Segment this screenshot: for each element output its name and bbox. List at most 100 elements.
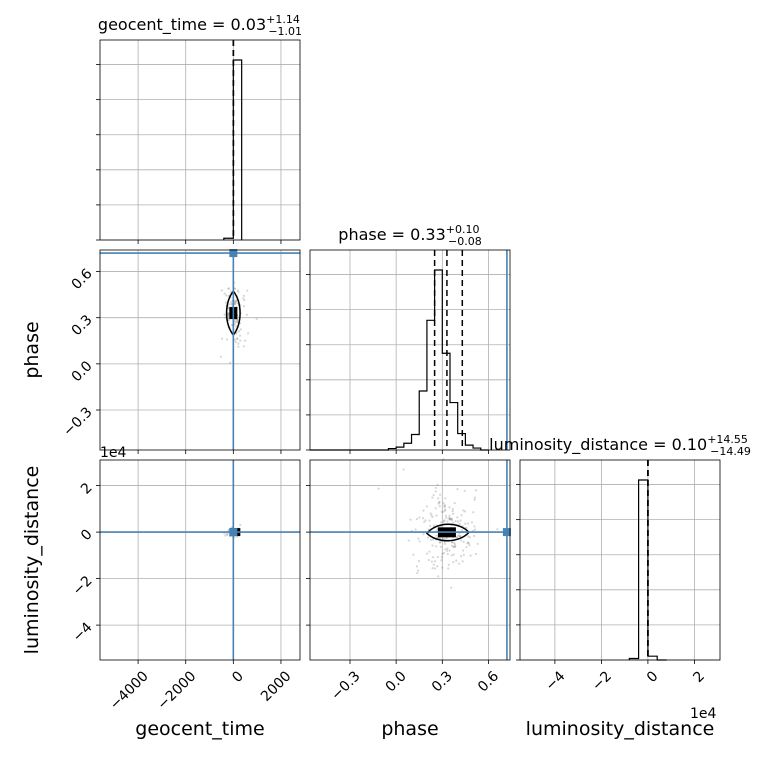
- sample-point: [227, 287, 230, 290]
- x-tick-label: 0: [229, 668, 247, 686]
- x-tick-label: 0: [644, 668, 662, 686]
- sample-point: [454, 519, 457, 523]
- sample-point: [219, 355, 223, 358]
- sample-point: [458, 522, 461, 525]
- sample-point: [444, 508, 447, 511]
- geocent_time-histogram: [223, 59, 243, 240]
- sample-point: [435, 545, 438, 548]
- sample-point: [432, 494, 435, 497]
- sample-point: [468, 544, 471, 547]
- sample-point: [242, 305, 246, 308]
- sample-point: [467, 542, 471, 545]
- sample-point: [435, 534, 438, 537]
- sample-point: [449, 517, 452, 520]
- sample-point: [454, 545, 457, 548]
- sample-point: [444, 548, 447, 551]
- sample-point: [227, 316, 230, 320]
- sample-point: [451, 519, 454, 522]
- sample-point: [426, 536, 430, 539]
- sample-point: [476, 542, 479, 545]
- y-tick-label: −4: [70, 619, 96, 645]
- sample-point: [237, 342, 240, 345]
- sample-point: [223, 313, 226, 316]
- sample-point: [451, 540, 454, 544]
- sample-point: [459, 534, 462, 538]
- x-tick-label: −0.3: [328, 668, 363, 703]
- sample-point: [440, 521, 443, 524]
- sample-point: [245, 313, 249, 316]
- sample-point: [415, 517, 419, 521]
- sample-point: [431, 496, 434, 499]
- sample-point: [434, 490, 437, 493]
- sample-point: [472, 511, 475, 514]
- sample-point: [430, 514, 433, 517]
- sample-point: [458, 562, 461, 565]
- y-tick-label: 0.3: [69, 312, 96, 339]
- sample-point: [234, 300, 238, 303]
- sample-point: [459, 535, 462, 538]
- sample-point: [229, 301, 233, 304]
- panel-luminosity_distance-vs-phase: −0.3 0.0 0.3 0.6: [306, 458, 511, 704]
- sample-point: [443, 506, 446, 509]
- sample-point: [469, 554, 472, 557]
- sample-point: [225, 338, 229, 341]
- sample-point: [443, 504, 446, 507]
- sample-point: [458, 534, 461, 538]
- sample-point: [416, 571, 419, 575]
- sample-point: [452, 546, 456, 549]
- sample-point: [226, 532, 229, 536]
- sample-point: [446, 547, 449, 550]
- sample-point: [457, 520, 460, 523]
- sample-point: [450, 554, 453, 557]
- sample-point: [470, 521, 474, 524]
- sample-point: [438, 537, 442, 540]
- sample-point: [440, 510, 444, 513]
- sample-point: [436, 483, 439, 487]
- sample-point: [453, 541, 456, 545]
- sample-point: [429, 538, 433, 541]
- sample-point: [237, 330, 241, 333]
- sample-point: [460, 514, 463, 517]
- sample-point: [242, 294, 246, 298]
- sample-point: [239, 523, 242, 527]
- x-axis-label-luminosity_distance: luminosity_distance: [526, 718, 715, 740]
- sample-point: [442, 502, 445, 505]
- x-tick-label: −2000: [155, 668, 200, 713]
- sample-point: [463, 489, 466, 492]
- sample-point: [443, 519, 446, 522]
- sample-point: [227, 294, 230, 298]
- sample-point: [437, 497, 440, 500]
- sample-point: [452, 521, 455, 524]
- sample-point: [439, 545, 442, 548]
- sample-point: [431, 567, 434, 570]
- sample-point: [437, 502, 440, 505]
- sample-point: [440, 559, 443, 562]
- sample-point: [453, 543, 457, 546]
- sample-point: [237, 345, 240, 348]
- x-tick-label: −4000: [107, 668, 152, 713]
- sample-point: [236, 318, 239, 322]
- truth-marker: [229, 528, 238, 537]
- sample-point: [442, 519, 446, 522]
- phase-title: phase = 0.33+0.10 −0.08: [338, 223, 481, 248]
- x-tick-label: 0.0: [383, 668, 410, 695]
- sample-point: [224, 301, 228, 304]
- sample-point: [227, 312, 230, 316]
- sample-point: [447, 563, 450, 566]
- sample-point: [460, 529, 464, 532]
- sample-point: [452, 553, 455, 556]
- sample-point: [227, 318, 230, 322]
- sample-point: [226, 314, 230, 317]
- sample-point: [462, 509, 465, 512]
- sample-point: [446, 520, 449, 523]
- sample-point: [443, 509, 447, 512]
- sample-point: [223, 292, 226, 295]
- sample-point: [434, 507, 437, 510]
- sample-point: [220, 289, 224, 292]
- sample-point: [233, 338, 237, 341]
- sample-point: [415, 565, 418, 568]
- sample-point: [474, 489, 478, 492]
- sample-point: [229, 361, 232, 364]
- sample-point: [239, 328, 242, 331]
- sample-point: [230, 323, 234, 327]
